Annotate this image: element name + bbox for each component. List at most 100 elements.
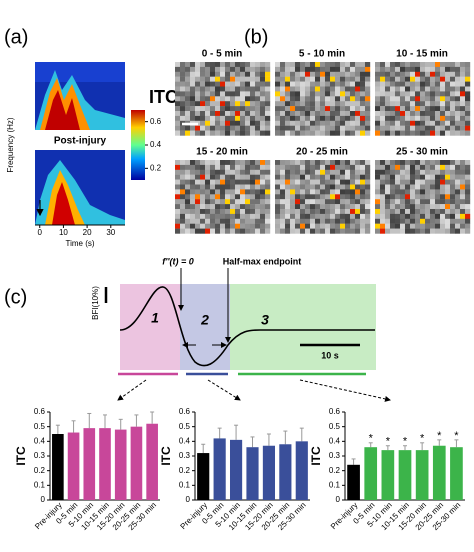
heatmap-cell (215, 223, 221, 229)
heatmap-cell (230, 125, 236, 131)
inflection-label: f''(t) = 0 (162, 256, 194, 266)
heatmap-cell (340, 194, 346, 200)
heatmap-cell (200, 81, 206, 87)
heatmap-cell (295, 130, 301, 136)
heatmap-cell (395, 223, 401, 229)
heatmap-cell (465, 62, 471, 68)
heatmap-cell (445, 204, 451, 210)
heatmap-cell (245, 164, 251, 170)
heatmap-cell (450, 76, 456, 82)
heatmap-cell (285, 213, 291, 219)
heatmap-cell (250, 86, 256, 92)
heatmap-cell (350, 62, 356, 68)
heatmap-cell (440, 199, 446, 205)
heatmap-cell (420, 164, 426, 170)
heatmap-cell (190, 96, 196, 102)
heatmap-cell (235, 81, 241, 87)
heatmap-cell (405, 213, 411, 219)
heatmap-cell (175, 223, 181, 229)
heatmap-cell (240, 130, 246, 136)
heatmap-cell (275, 179, 281, 185)
heatmap-cell (430, 101, 436, 107)
heatmap-cell (220, 179, 226, 185)
heatmap-cell (435, 213, 441, 219)
heatmap-cell (260, 76, 266, 82)
heatmap-cell (330, 213, 336, 219)
heatmap-cell (425, 106, 431, 112)
heatmap-cell (220, 81, 226, 87)
heatmap-cell (295, 223, 301, 229)
heatmap-cell (450, 189, 456, 195)
heatmap-cell (200, 169, 206, 175)
heatmap-cell (405, 130, 411, 136)
heatmap-cell (210, 218, 216, 224)
heatmap-cell (465, 125, 471, 131)
heatmap-cell (400, 174, 406, 180)
heatmap-cell (345, 120, 351, 126)
heatmap-cell (345, 218, 351, 224)
heatmap-cell (220, 115, 226, 121)
heatmap-cell (315, 199, 321, 205)
heatmap-cell (360, 81, 366, 87)
heatmap-cell (400, 204, 406, 210)
heatmap-cell (375, 76, 381, 82)
heatmap-cell (290, 199, 296, 205)
scale-label: 10 s (321, 350, 339, 360)
heatmap-cell (385, 101, 391, 107)
heatmap-cell (400, 101, 406, 107)
heatmap-cell (240, 204, 246, 210)
bar (398, 450, 412, 500)
heatmap-cell (260, 223, 266, 229)
y-tick-label: 0.1 (329, 480, 341, 489)
heatmap-cell (355, 164, 361, 170)
heatmap-cell (430, 209, 436, 215)
heatmap-cell (340, 228, 346, 234)
heatmap-cell (235, 115, 241, 121)
heatmap-cell (450, 194, 456, 200)
heatmap-cell (455, 184, 461, 190)
heatmap-cell (445, 184, 451, 190)
heatmap-cell (340, 62, 346, 68)
heatmap-cell (175, 125, 181, 131)
heatmap-cell (445, 66, 451, 72)
heatmap-cell (340, 125, 346, 131)
heatmap-cell (310, 120, 316, 126)
heatmap-cell (215, 169, 221, 175)
heatmap-cell (435, 130, 441, 136)
heatmap-cell (400, 189, 406, 195)
heatmap-cell (340, 174, 346, 180)
heatmap-cell (175, 106, 181, 112)
heatmap-cell (300, 209, 306, 215)
heatmap-cell (220, 62, 226, 68)
heatmap-cell (340, 111, 346, 117)
heatmap-cell (320, 115, 326, 121)
heatmap-cell (200, 96, 206, 102)
heatmap-cell (415, 120, 421, 126)
heatmap-cell (240, 228, 246, 234)
heatmap-cell (315, 209, 321, 215)
heatmap-cell (465, 120, 471, 126)
heatmap-cell (440, 189, 446, 195)
heatmap-cell (465, 130, 471, 136)
heatmap-cell (330, 223, 336, 229)
heatmap-cell (440, 174, 446, 180)
heatmap-cell (240, 160, 246, 166)
heatmap-cell (200, 204, 206, 210)
heatmap-cell (205, 179, 211, 185)
heatmap-cell (315, 174, 321, 180)
heatmap-cell (310, 218, 316, 224)
heatmap-cell (260, 199, 266, 205)
heatmap-cell (280, 164, 286, 170)
heatmap-cell (305, 209, 311, 215)
heatmap-cell (290, 189, 296, 195)
heatmap-cell (325, 101, 331, 107)
heatmap-cell (425, 228, 431, 234)
heatmap-cell (455, 71, 461, 77)
heatmap-cell (455, 115, 461, 121)
x-tick-label: 10 (59, 228, 68, 237)
heatmap-title: 5 - 10 min (299, 49, 345, 60)
heatmap-cell (185, 213, 191, 219)
heatmap-cell (175, 130, 181, 136)
heatmap-cell (345, 76, 351, 82)
heatmap-cell (300, 174, 306, 180)
